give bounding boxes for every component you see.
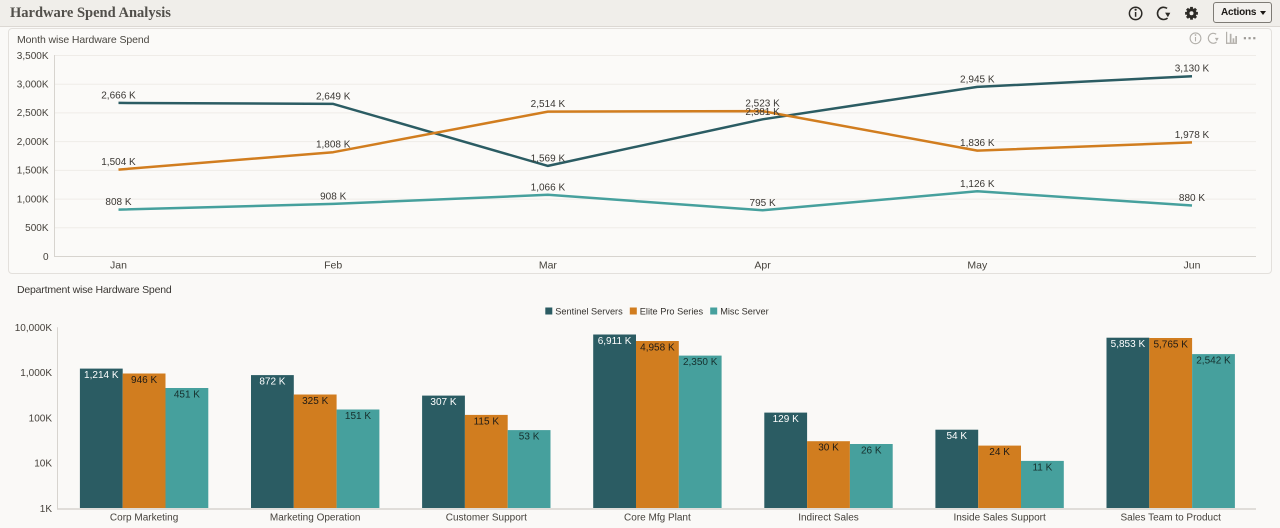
svg-text:Elite Pro Series: Elite Pro Series bbox=[640, 306, 704, 316]
svg-text:Mar: Mar bbox=[539, 260, 558, 272]
svg-text:3,000K: 3,000K bbox=[17, 80, 49, 91]
svg-text:May: May bbox=[967, 260, 988, 272]
svg-text:1,504 K: 1,504 K bbox=[101, 157, 136, 168]
svg-text:11 K: 11 K bbox=[1032, 462, 1052, 473]
svg-text:3,500K: 3,500K bbox=[17, 51, 49, 62]
svg-text:2,381 K: 2,381 K bbox=[745, 107, 780, 118]
svg-text:54 K: 54 K bbox=[947, 431, 968, 442]
svg-text:1,836 K: 1,836 K bbox=[960, 138, 995, 149]
svg-text:946 K: 946 K bbox=[131, 375, 157, 386]
svg-text:100K: 100K bbox=[29, 413, 53, 424]
svg-text:0: 0 bbox=[43, 252, 49, 263]
svg-text:5,765 K: 5,765 K bbox=[1153, 340, 1188, 351]
svg-text:Jan: Jan bbox=[110, 260, 127, 272]
svg-text:2,945 K: 2,945 K bbox=[960, 74, 995, 85]
svg-text:115 K: 115 K bbox=[474, 416, 500, 427]
svg-text:26 K: 26 K bbox=[861, 446, 882, 457]
svg-text:Core Mfg Plant: Core Mfg Plant bbox=[624, 513, 691, 524]
svg-text:2,542 K: 2,542 K bbox=[1196, 356, 1231, 367]
svg-text:1,066 K: 1,066 K bbox=[531, 182, 566, 193]
svg-text:151 K: 151 K bbox=[345, 411, 371, 422]
svg-text:Marketing Operation: Marketing Operation bbox=[270, 513, 361, 524]
svg-text:1,126 K: 1,126 K bbox=[960, 179, 995, 190]
svg-text:Indirect Sales: Indirect Sales bbox=[798, 513, 859, 524]
svg-text:872 K: 872 K bbox=[259, 377, 285, 388]
svg-text:2,350 K: 2,350 K bbox=[683, 357, 718, 368]
svg-text:1,214 K: 1,214 K bbox=[84, 370, 119, 381]
svg-text:30 K: 30 K bbox=[818, 443, 839, 454]
svg-text:1,569 K: 1,569 K bbox=[531, 153, 566, 164]
svg-text:Jun: Jun bbox=[1184, 260, 1201, 272]
svg-text:Misc Server: Misc Server bbox=[720, 306, 769, 316]
svg-text:129 K: 129 K bbox=[773, 414, 799, 425]
svg-text:2,523 K: 2,523 K bbox=[745, 99, 780, 110]
svg-text:10K: 10K bbox=[34, 459, 52, 470]
svg-text:908 K: 908 K bbox=[320, 191, 346, 202]
svg-text:2,514 K: 2,514 K bbox=[531, 99, 566, 110]
svg-text:808 K: 808 K bbox=[105, 197, 131, 208]
svg-text:451 K: 451 K bbox=[174, 390, 200, 401]
svg-text:795 K: 795 K bbox=[750, 198, 776, 209]
svg-text:2,000K: 2,000K bbox=[17, 137, 49, 148]
svg-text:1,000K: 1,000K bbox=[17, 194, 49, 205]
svg-text:1K: 1K bbox=[40, 504, 53, 515]
svg-text:1,500K: 1,500K bbox=[17, 166, 49, 177]
svg-text:5,853 K: 5,853 K bbox=[1111, 339, 1146, 350]
svg-text:53 K: 53 K bbox=[519, 432, 540, 443]
svg-text:Inside Sales Support: Inside Sales Support bbox=[953, 513, 1046, 524]
svg-text:24 K: 24 K bbox=[989, 447, 1010, 458]
svg-text:2,666 K: 2,666 K bbox=[101, 90, 136, 101]
svg-text:Sentinel Servers: Sentinel Servers bbox=[555, 306, 623, 316]
svg-text:1,978 K: 1,978 K bbox=[1175, 130, 1210, 141]
svg-text:Feb: Feb bbox=[324, 260, 342, 272]
svg-text:3,130 K: 3,130 K bbox=[1175, 64, 1210, 75]
svg-text:4,958 K: 4,958 K bbox=[640, 343, 675, 354]
svg-text:325 K: 325 K bbox=[302, 396, 328, 407]
svg-text:500K: 500K bbox=[25, 223, 49, 234]
svg-text:Apr: Apr bbox=[754, 260, 771, 272]
svg-text:307 K: 307 K bbox=[430, 397, 456, 408]
svg-text:6,911 K: 6,911 K bbox=[598, 336, 632, 347]
svg-text:10,000K: 10,000K bbox=[15, 323, 53, 334]
svg-text:2,649 K: 2,649 K bbox=[316, 91, 351, 102]
svg-text:Corp Marketing: Corp Marketing bbox=[110, 513, 178, 524]
svg-text:Sales Team to Product: Sales Team to Product bbox=[1120, 513, 1221, 524]
svg-text:Customer Support: Customer Support bbox=[446, 513, 527, 524]
svg-text:1,808 K: 1,808 K bbox=[316, 140, 351, 151]
svg-text:2,500K: 2,500K bbox=[17, 108, 49, 119]
svg-text:1,000K: 1,000K bbox=[20, 368, 52, 379]
svg-text:880 K: 880 K bbox=[1179, 193, 1205, 204]
